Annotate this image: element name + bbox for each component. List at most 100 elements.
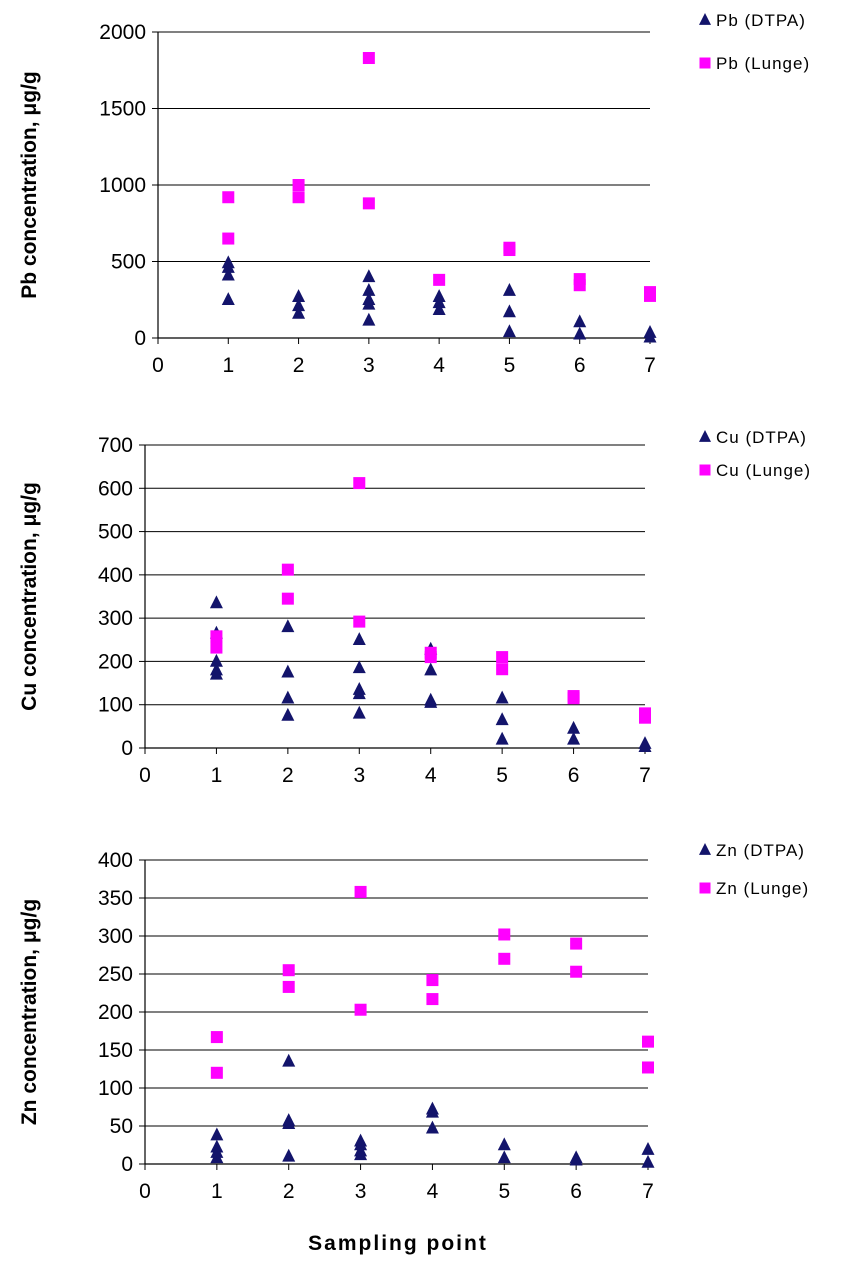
y-tick-label: 350 xyxy=(98,887,133,910)
data-point-triangle xyxy=(362,296,376,310)
y-tick-label: 100 xyxy=(98,1077,133,1100)
data-point-square xyxy=(570,965,583,978)
data-point-triangle xyxy=(362,312,376,326)
data-point-triangle xyxy=(292,305,306,319)
data-point-triangle xyxy=(573,314,587,328)
pb-chart-panel: 0 500 1000 1500 2000 0 1 2 3 4 5 6 7 Pb concentration… xyxy=(18,11,809,377)
y-tick-label: 400 xyxy=(98,849,133,872)
data-point-triangle xyxy=(641,1141,655,1155)
x-tick-label: 2 xyxy=(283,1180,295,1203)
data-point-triangle xyxy=(281,664,295,678)
x-tick-label: 1 xyxy=(211,764,223,787)
data-point-square xyxy=(292,191,305,204)
x-tick-label: 5 xyxy=(498,1180,510,1203)
x-tick-label: 3 xyxy=(353,764,365,787)
y-tick-label: 400 xyxy=(98,564,133,587)
data-point-triangle xyxy=(638,739,652,752)
legend-marker-triangle xyxy=(699,842,711,855)
data-point-square xyxy=(210,1031,223,1044)
data-point-triangle xyxy=(282,1053,296,1067)
data-point-triangle xyxy=(210,1127,224,1141)
data-point-triangle xyxy=(281,690,295,704)
y-axis-label: Cu concentration, μg/g xyxy=(18,482,41,711)
data-point-triangle xyxy=(209,666,223,680)
data-point-square xyxy=(433,273,446,286)
x-axis-label: Sampling point xyxy=(308,1232,488,1255)
data-point-triangle xyxy=(292,289,306,302)
x-tick-label: 1 xyxy=(211,1180,223,1203)
data-point-square xyxy=(639,711,651,724)
data-point-triangle xyxy=(362,282,376,296)
data-point-square xyxy=(362,52,375,65)
zn-chart-panel: 0 50 100 150 200 250 300 350 400 0 1 2 3 4 5 6 7 Zn conce… xyxy=(18,841,809,1203)
y-tick-label: 100 xyxy=(98,694,133,717)
x-tick-label: 4 xyxy=(433,354,445,377)
legend-marker-triangle xyxy=(699,12,711,25)
data-point-triangle xyxy=(573,326,587,340)
data-point-triangle xyxy=(209,595,223,609)
y-axis-label: Pb concentration, μg/g xyxy=(18,71,41,299)
cu-chart-panel: 0 100 200 300 400 500 600 700 0 1 2 3 4 5 6 7 Cu concent… xyxy=(18,428,811,787)
y-tick-label: 500 xyxy=(98,521,133,544)
data-point-square xyxy=(570,937,583,950)
data-point-square xyxy=(282,964,295,977)
y-tick-label: 300 xyxy=(98,925,133,948)
legend-entry: Zn (DTPA) xyxy=(716,841,805,860)
x-tick-label: 3 xyxy=(355,1180,367,1203)
y-tick-label: 0 xyxy=(121,1153,133,1176)
data-point-triangle xyxy=(497,1150,511,1164)
data-point-triangle xyxy=(502,324,516,338)
data-point-triangle xyxy=(424,694,438,708)
data-point-square xyxy=(222,232,235,245)
y-tick-label: 0 xyxy=(134,327,146,350)
data-point-triangle xyxy=(495,712,509,726)
legend-marker-square xyxy=(699,464,711,476)
data-point-square xyxy=(281,563,294,576)
y-tick-label: 200 xyxy=(98,650,133,673)
data-point-square xyxy=(567,692,580,705)
x-tick-label: 4 xyxy=(425,764,437,787)
legend-entry: Pb (DTPA) xyxy=(716,11,806,30)
legend-entry: Zn (Lunge) xyxy=(716,879,809,898)
data-point-square xyxy=(210,630,223,643)
data-point-triangle xyxy=(221,292,235,306)
data-point-square xyxy=(496,651,509,664)
x-tick-label: 7 xyxy=(639,764,651,787)
legend-entry: Cu (DTPA) xyxy=(716,428,807,447)
data-point-square xyxy=(503,244,516,257)
data-point-triangle xyxy=(432,295,446,309)
data-point-triangle xyxy=(209,653,223,667)
x-tick-label: 2 xyxy=(293,354,305,377)
legend-marker-square xyxy=(699,882,711,894)
x-tick-label: 5 xyxy=(496,764,508,787)
legend-entry: Cu (Lunge) xyxy=(716,461,811,480)
data-point-square xyxy=(354,885,367,898)
data-point-square xyxy=(498,928,511,941)
data-point-square xyxy=(642,1061,654,1074)
data-point-triangle xyxy=(221,260,235,273)
x-tick-label: 1 xyxy=(222,354,234,377)
data-point-triangle xyxy=(425,1120,439,1134)
data-point-square xyxy=(222,191,235,204)
data-point-triangle xyxy=(495,731,509,745)
y-tick-label: 2000 xyxy=(99,21,146,44)
y-tick-label: 1000 xyxy=(99,174,146,197)
data-point-triangle xyxy=(221,267,235,281)
x-tick-label: 0 xyxy=(152,354,164,377)
data-point-square xyxy=(292,179,305,191)
data-point-triangle xyxy=(282,1148,296,1162)
data-point-triangle xyxy=(281,707,295,721)
y-tick-label: 250 xyxy=(98,963,133,986)
y-tick-label: 50 xyxy=(110,1115,133,1138)
x-tick-label: 6 xyxy=(574,354,586,377)
data-point-square xyxy=(354,1003,367,1016)
data-point-triangle xyxy=(362,269,376,283)
x-tick-label: 6 xyxy=(570,1180,582,1203)
data-point-triangle xyxy=(425,1104,439,1118)
x-tick-label: 7 xyxy=(644,354,656,377)
data-point-square xyxy=(426,993,439,1006)
y-tick-label: 600 xyxy=(98,477,133,500)
y-tick-label: 1500 xyxy=(99,98,146,121)
data-point-square xyxy=(498,952,511,965)
